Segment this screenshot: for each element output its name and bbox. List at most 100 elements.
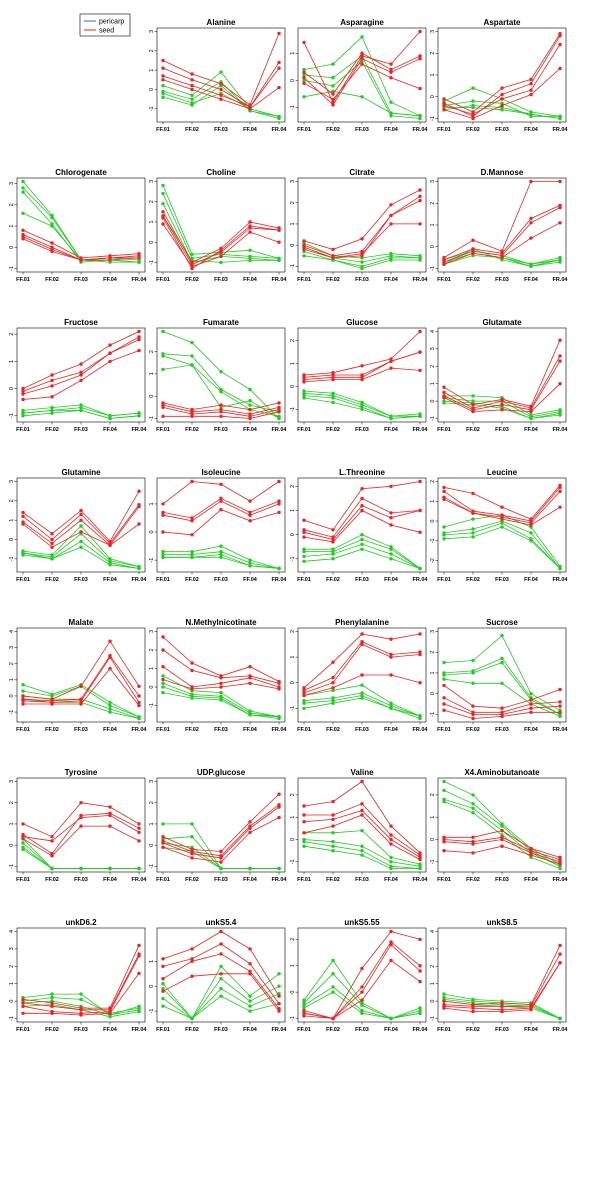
seed-point	[471, 842, 475, 846]
x-tick-label: FF.02	[466, 277, 480, 283]
seed-point	[331, 256, 335, 260]
seed-point	[558, 382, 562, 386]
pericarp-point	[331, 557, 335, 561]
y-tick-label: 1	[430, 982, 436, 985]
y-tick-label: 2	[149, 49, 155, 52]
seed-point	[161, 977, 165, 981]
seed-point	[389, 958, 393, 963]
seed-point	[277, 994, 281, 998]
x-tick-label: FF.03	[355, 727, 369, 733]
x-tick-label: FF.01	[297, 277, 311, 283]
pericarp-point	[161, 987, 165, 991]
seed-point	[302, 76, 306, 80]
seed-point	[21, 386, 25, 391]
panel-title-choline: Choline	[206, 168, 236, 177]
x-tick-label: FF.04	[103, 577, 118, 583]
seed-point	[190, 947, 194, 951]
seed-point	[190, 533, 194, 537]
panel-unks5-55: unkS5.55 -1 0 1 2 FF.01 FF.02 FF.03 FF.04 FR.04	[290, 918, 428, 1033]
x-tick-label: FF.01	[437, 727, 451, 733]
seed-point	[471, 851, 475, 855]
pericarp-point	[418, 414, 422, 418]
y-tick-label: 1	[149, 822, 155, 825]
seed-point	[360, 779, 364, 784]
seed-point	[418, 188, 422, 192]
y-tick-label: 2	[149, 801, 155, 804]
seed-point	[529, 216, 533, 221]
seed-point	[558, 961, 562, 965]
pericarp-point	[500, 525, 504, 529]
seed-point	[161, 957, 165, 961]
y-tick-label: 0	[149, 530, 155, 533]
pericarp-point	[331, 844, 335, 848]
x-tick-label: FF.01	[437, 427, 451, 433]
seed-point	[360, 985, 364, 989]
seed-point	[529, 706, 533, 710]
x-tick-label: FF.01	[437, 127, 451, 133]
seed-point	[360, 504, 364, 508]
seed-point	[161, 513, 165, 517]
seed-point	[331, 103, 335, 107]
pericarp-point	[331, 985, 335, 989]
seed-point	[418, 632, 422, 636]
y-tick-label: 2	[290, 630, 296, 633]
y-tick-label: -1	[430, 266, 436, 271]
panel-fructose: Fructose -1 0 1 2 FF.01 FF.02 FF.03 FF.04 FR.04	[9, 318, 147, 433]
pericarp-point	[219, 987, 223, 991]
x-tick-label: FF.03	[74, 427, 88, 433]
pericarp-point	[277, 416, 281, 421]
pericarp-point	[248, 561, 252, 565]
seed-point	[389, 70, 393, 75]
x-tick-label: FF.03	[214, 877, 228, 883]
pericarp-point	[277, 866, 281, 871]
plot-frame-asparagine	[297, 27, 427, 123]
y-tick-label: 4	[9, 630, 15, 633]
panel-aspartate: Aspartate -1 0 1 2 3 FF.01 FF.02 FF.03 FF.04 FR.04	[430, 18, 568, 133]
seed-point	[21, 1004, 25, 1008]
seed-point	[277, 510, 281, 515]
plot-frame-valine	[297, 777, 427, 873]
seed-point	[500, 837, 504, 842]
pericarp-point	[79, 545, 83, 549]
seed-point	[500, 1009, 504, 1014]
seed-point	[558, 489, 562, 494]
pericarp-point	[418, 714, 422, 718]
pericarp-point	[302, 254, 306, 258]
x-tick-label: FF.04	[524, 127, 539, 133]
x-tick-label: FR.04	[272, 277, 288, 283]
seed-point	[418, 650, 422, 654]
seed-point	[248, 947, 252, 951]
panel-title-l-threonine: L.Threonine	[339, 468, 385, 477]
seed-point	[108, 813, 112, 818]
seed-point	[558, 338, 562, 342]
y-tick-label: 1	[290, 656, 296, 659]
seed-point	[558, 943, 562, 948]
seed-point	[500, 517, 504, 521]
seed-point	[418, 857, 422, 862]
y-tick-label: 1	[290, 52, 296, 55]
panel-title-fumarate: Fumarate	[203, 318, 240, 327]
x-tick-label: FF.04	[384, 277, 399, 283]
seed-point	[302, 239, 306, 243]
x-tick-label: FF.02	[466, 727, 480, 733]
x-tick-label: FF.03	[214, 727, 228, 733]
pericarp-point	[331, 849, 335, 853]
seed-line-1	[443, 181, 560, 258]
pericarp-point	[190, 363, 194, 367]
pericarp-point	[471, 394, 475, 398]
panel-title-sucrose: Sucrose	[486, 618, 518, 627]
x-tick-label: FF.02	[466, 877, 480, 883]
pericarp-point	[418, 1011, 422, 1015]
seed-point	[360, 990, 364, 994]
panel-unks8-5: unkS8.5 -1 0 1 2 3 4 FF.01 FF.02 FF.03 FF.04 FR.04	[430, 918, 568, 1033]
y-tick-label: 3	[9, 646, 15, 649]
x-tick-label: FF.02	[185, 427, 199, 433]
seed-point	[360, 508, 364, 513]
pericarp-point	[471, 802, 475, 806]
seed-point	[389, 213, 393, 218]
seed-point	[219, 507, 223, 512]
pericarp-line-2	[162, 353, 280, 413]
y-tick-label: 0	[149, 985, 155, 988]
seed-point	[471, 511, 475, 515]
seed-point	[471, 402, 475, 407]
